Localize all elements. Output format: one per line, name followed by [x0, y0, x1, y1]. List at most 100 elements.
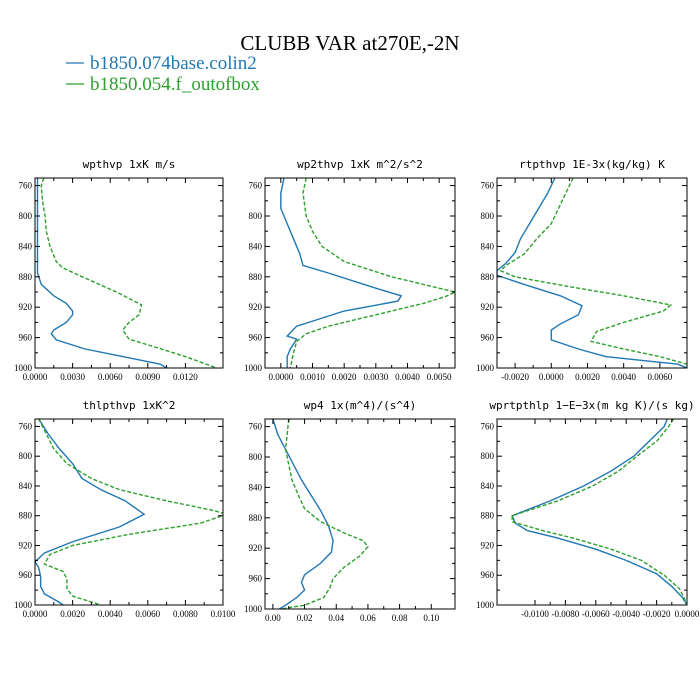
- series-line-1: [289, 178, 455, 368]
- chart-panel-1: wp2thvp 1xK m^2/s^2 760 800 840 880 920 960 100…: [244, 158, 456, 382]
- x-tick-label: 0.02: [297, 613, 313, 623]
- series-line-0: [272, 419, 334, 609]
- x-tick-label: 0.0010: [300, 372, 325, 382]
- y-tick-label: 760: [19, 181, 33, 191]
- x-tick-label: 0.04: [328, 613, 344, 623]
- y-tick-label: 960: [249, 333, 263, 343]
- y-tick-label: 840: [249, 241, 263, 251]
- x-tick-label: 0.06: [360, 613, 376, 623]
- x-tick-label: 0.0000: [539, 372, 564, 382]
- x-tick-label: 0.0080: [173, 609, 198, 619]
- x-tick-label: -0.0020: [501, 372, 529, 382]
- y-tick-label: 840: [481, 481, 495, 491]
- y-tick-label: 800: [481, 211, 495, 221]
- y-tick-label: 880: [19, 511, 33, 521]
- y-tick-label: 960: [249, 574, 263, 584]
- x-tick-label: 0.0060: [135, 609, 160, 619]
- y-tick-label: 960: [481, 570, 495, 580]
- x-tick-label: 0.0000: [23, 609, 48, 619]
- y-tick-label: 840: [249, 482, 263, 492]
- plot-frame: [496, 418, 688, 606]
- y-tick-label: 880: [481, 511, 495, 521]
- y-tick-label: 1000: [476, 600, 495, 610]
- y-tick-label: 840: [481, 241, 495, 251]
- figure-title: CLUBB VAR at270E,-2N: [240, 31, 459, 55]
- y-tick-label: 840: [19, 481, 33, 491]
- series-line-0: [511, 419, 687, 605]
- series-line-0: [36, 178, 167, 368]
- x-tick-label: 0.0000: [23, 372, 48, 382]
- y-tick-label: 800: [249, 452, 263, 462]
- x-tick-label: 0.0020: [60, 609, 85, 619]
- y-tick-label: 840: [19, 241, 33, 251]
- x-tick-label: 0.10: [423, 613, 439, 623]
- panel-title: thlpthvp 1xK^2: [83, 399, 176, 412]
- series-line-1: [499, 178, 687, 365]
- x-tick-label: 0.0090: [135, 372, 160, 382]
- y-tick-label: 1000: [476, 363, 495, 373]
- y-tick-label: 760: [481, 181, 495, 191]
- y-tick-label: 880: [249, 513, 263, 523]
- panel-title: wp4 1x(m^4)/(s^4): [304, 399, 417, 412]
- y-tick-label: 920: [19, 540, 33, 550]
- panel-title: wp2thvp 1xK m^2/s^2: [297, 158, 423, 171]
- x-tick-label: -0.0100: [521, 609, 549, 619]
- series-line-0: [280, 178, 403, 368]
- series-line-1: [511, 419, 687, 605]
- y-tick-label: 960: [19, 333, 33, 343]
- legend-label-series-0: b1850.074base.colin2: [90, 53, 257, 74]
- series-line-0: [497, 178, 687, 368]
- x-tick-label: 0.0020: [332, 372, 357, 382]
- x-tick-label: 0.0060: [98, 372, 123, 382]
- x-tick-label: 0.0050: [427, 372, 452, 382]
- x-tick-label: -0.0020: [643, 609, 671, 619]
- x-tick-label: 0.0000: [675, 609, 700, 619]
- x-tick-label: 0.08: [392, 613, 408, 623]
- y-tick-label: 880: [249, 272, 263, 282]
- plot-frame: [264, 418, 456, 610]
- y-tick-label: 920: [481, 540, 495, 550]
- chart-panel-3: thlpthvp 1xK^276080084088092096010000.00…: [14, 399, 236, 619]
- plot-frame: [496, 177, 688, 369]
- x-tick-label: -0.0080: [552, 609, 580, 619]
- panel-title: wpthvp 1xK m/s: [83, 158, 176, 171]
- y-tick-label: 800: [249, 211, 263, 221]
- y-tick-label: 920: [481, 302, 495, 312]
- y-tick-label: 1000: [14, 600, 33, 610]
- plot-frame: [264, 177, 456, 369]
- y-tick-label: 800: [481, 451, 495, 461]
- legend-label-series-1: b1850.054.f_outofbox: [90, 74, 260, 95]
- x-tick-label: 0.0030: [363, 372, 388, 382]
- y-tick-label: 920: [249, 302, 263, 312]
- x-tick-label: 0.0040: [98, 609, 123, 619]
- y-tick-label: 760: [19, 421, 33, 431]
- y-tick-label: 1000: [244, 363, 263, 373]
- y-tick-label: 760: [249, 181, 263, 191]
- y-tick-label: 800: [19, 211, 33, 221]
- series-line-1: [40, 178, 217, 368]
- y-tick-label: 880: [481, 272, 495, 282]
- chart-panel-0: wpthvp 1xK m/s76080084088092096010000.00…: [14, 158, 224, 382]
- y-tick-label: 960: [481, 333, 495, 343]
- plot-frame: [34, 418, 224, 606]
- panel-title: rtpthvp 1E-3x(kg/kg) K: [519, 158, 665, 171]
- x-tick-label: 0.0040: [611, 372, 636, 382]
- x-tick-label: 0.0020: [575, 372, 600, 382]
- y-tick-label: 960: [19, 570, 33, 580]
- chart-panel-4: wp4 1x(m^4)/(s^4)76080084088092096010000…: [244, 399, 456, 623]
- series-line-1: [38, 419, 223, 605]
- y-tick-label: 1000: [14, 363, 33, 373]
- y-tick-label: 920: [249, 543, 263, 553]
- x-tick-label: 0.0040: [395, 372, 420, 382]
- panels: wpthvp 1xK m/s76080084088092096010000.00…: [14, 158, 700, 623]
- y-tick-label: 1000: [244, 604, 263, 614]
- legend: b1850.074base.colin2 b1850.054.f_outofbo…: [66, 53, 260, 95]
- x-tick-label: 0.00: [265, 613, 281, 623]
- series-line-0: [35, 419, 146, 605]
- x-tick-label: 0.0060: [647, 372, 672, 382]
- x-tick-label: -0.0060: [582, 609, 610, 619]
- panel-title: wprtpthlp 1−E−3x(m kg K)/(s kg): [489, 399, 694, 412]
- x-tick-label: 0.0120: [173, 372, 198, 382]
- chart-panel-5: wprtpthlp 1−E−3x(m kg K)/(s kg) 760 800 840…: [476, 399, 700, 619]
